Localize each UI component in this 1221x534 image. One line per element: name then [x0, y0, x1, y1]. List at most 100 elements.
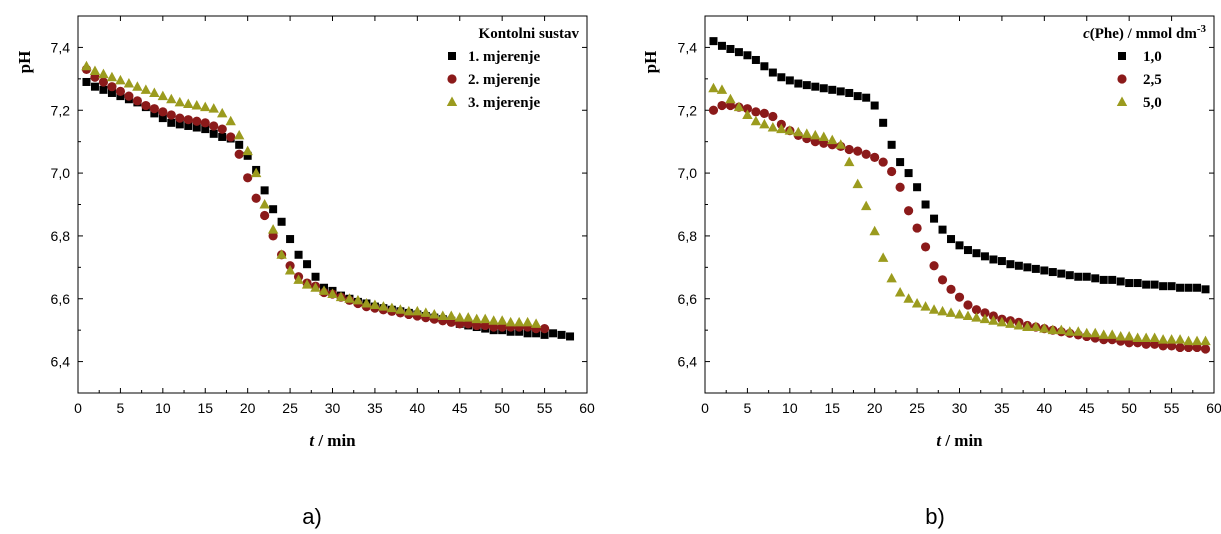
data-point [946, 284, 956, 294]
data-point [1039, 323, 1050, 333]
data-point [818, 131, 829, 141]
data-point [794, 79, 803, 88]
data-point [1040, 266, 1049, 275]
x-axis-unit: / min [314, 431, 356, 450]
data-point [836, 87, 845, 96]
data-point [1116, 96, 1128, 106]
data-point [751, 55, 760, 64]
data-point [448, 52, 456, 60]
data-point [1200, 344, 1211, 354]
data-point [1201, 285, 1210, 294]
x-tick-label: 5 [744, 400, 752, 416]
data-point [496, 315, 508, 325]
data-point [303, 260, 312, 269]
y-tick-label: 6,4 [678, 354, 698, 370]
data-point [793, 126, 804, 137]
data-point [327, 288, 338, 299]
data-point [429, 308, 440, 319]
data-point [149, 87, 160, 97]
data-point [208, 103, 219, 113]
legend-entry-label: 1. mjerenje [468, 49, 541, 65]
data-point [921, 200, 930, 209]
x-tick-label: 55 [537, 400, 553, 416]
data-point [801, 128, 812, 138]
data-point [767, 122, 779, 132]
data-point [920, 301, 931, 311]
data-point [260, 186, 269, 195]
data-point [141, 100, 151, 111]
data-point [887, 166, 897, 177]
data-point [751, 107, 761, 117]
data-point [844, 156, 855, 167]
data-point [1107, 329, 1118, 339]
legend-entry-label: 3. mjerenje [468, 95, 541, 111]
data-point [852, 178, 863, 189]
data-point [844, 144, 854, 155]
x-tick-label: 15 [197, 400, 213, 416]
data-point [972, 249, 981, 258]
data-point [378, 301, 389, 311]
data-point [506, 327, 515, 336]
data-point [1030, 321, 1042, 332]
data-point [1081, 327, 1092, 338]
data-point [979, 313, 991, 324]
data-point [1091, 274, 1100, 283]
data-point [1116, 277, 1125, 286]
legend-title-superscript: -3 [1197, 23, 1207, 35]
data-point [200, 118, 210, 128]
data-point [879, 118, 888, 127]
x-tick-label: 60 [1206, 400, 1221, 416]
data-point [742, 109, 753, 119]
data-point [192, 116, 202, 126]
data-point [963, 246, 972, 255]
data-point [1074, 272, 1083, 281]
data-point [819, 84, 828, 93]
data-point [1098, 329, 1109, 339]
data-point [1132, 332, 1143, 343]
data-point [107, 82, 117, 92]
x-tick-label: 60 [579, 400, 595, 416]
data-point [446, 310, 457, 321]
data-point [184, 121, 193, 130]
data-point [928, 304, 940, 314]
data-point [98, 77, 109, 87]
data-point [107, 88, 116, 97]
data-point [1167, 282, 1176, 291]
data-point [284, 264, 296, 275]
legend-title: c(Phe) / mmol dm-3 [1083, 23, 1206, 42]
data-point [870, 101, 879, 110]
data-point [301, 279, 313, 289]
data-point [709, 37, 718, 46]
data-point [861, 149, 871, 159]
data-point [532, 329, 541, 338]
data-point [869, 225, 880, 236]
data-point [209, 129, 218, 138]
data-point [1048, 268, 1057, 277]
data-point [1133, 279, 1142, 288]
data-point [200, 101, 211, 112]
y-tick-label: 6,8 [51, 228, 71, 244]
data-point [1118, 52, 1126, 60]
data-point [437, 310, 448, 321]
data-point [954, 308, 965, 319]
y-tick-label: 7,0 [678, 165, 698, 181]
data-point [540, 330, 549, 339]
data-point [115, 74, 126, 85]
data-point [276, 249, 287, 259]
data-point [1099, 275, 1108, 284]
legend-title-variable: c [1083, 26, 1090, 42]
data-point [1082, 272, 1091, 281]
data-point [913, 183, 922, 192]
data-point [912, 223, 922, 233]
data-point [106, 71, 118, 82]
series-1 [82, 77, 575, 341]
data-point [242, 145, 253, 156]
data-point [776, 123, 787, 134]
data-point [810, 129, 821, 140]
x-tick-label: 20 [240, 400, 256, 416]
data-point [250, 167, 262, 178]
legend: Kontolni sustav 1. mjerenje 2. mjerenje 3. … [446, 26, 579, 111]
data-point [1056, 324, 1067, 335]
data-point [277, 217, 286, 226]
